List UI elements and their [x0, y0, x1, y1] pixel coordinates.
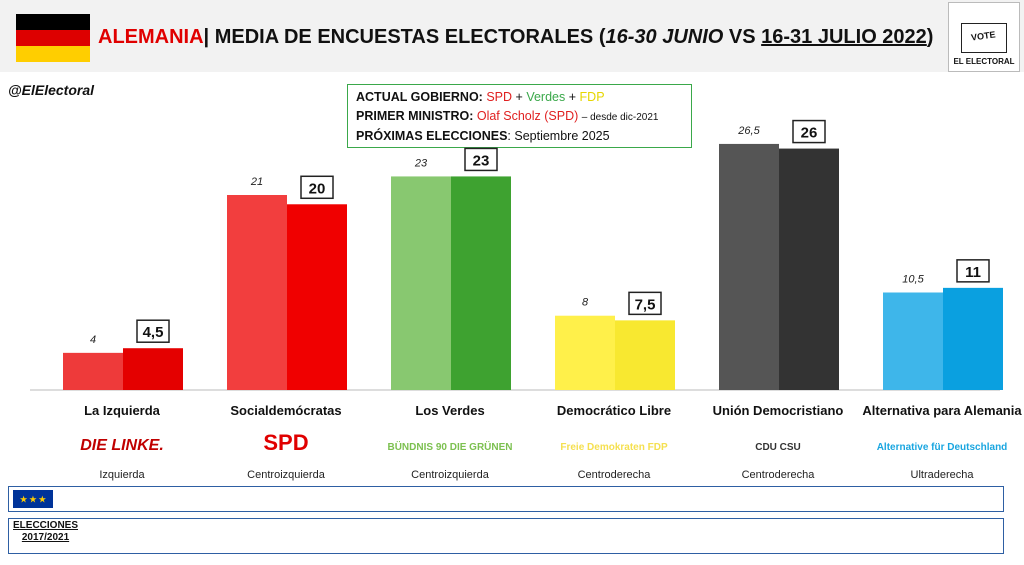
- gov-party-verdes: Verdes: [526, 90, 566, 104]
- eu-groups-row: ★ ★ ★: [8, 486, 1004, 512]
- bar-label-curr-1: 20: [309, 180, 326, 197]
- bar-label-curr-5: 11: [965, 264, 981, 281]
- logo-brand-text: EL ELECTORAL: [953, 57, 1015, 66]
- orientation-label-3: Centroderecha: [578, 469, 652, 481]
- ballot-box-icon: [961, 23, 1007, 53]
- government-info-box: ACTUAL GOBIERNO: SPD + Verdes + FDP PRIM…: [347, 84, 692, 148]
- title-close: ): [926, 26, 934, 48]
- bar-curr-1: [287, 204, 347, 390]
- category-label-4: Unión Democristiano: [713, 403, 844, 418]
- bar-curr-2: [451, 176, 511, 390]
- pm-since: – desde dic-2021: [581, 112, 659, 123]
- bar-label-curr-2: 23: [473, 152, 490, 169]
- elections-row: ELECCIONES 2017/2021: [8, 518, 1004, 554]
- elections-label-1: ELECCIONES: [13, 520, 79, 531]
- title-separator: |: [203, 26, 210, 48]
- bar-curr-3: [615, 320, 675, 390]
- next-election-label: PRÓXIMAS ELECCIONES: [356, 129, 508, 143]
- party-logo-3: Freie Demokraten FDP: [560, 442, 668, 453]
- party-logo-1: SPD: [263, 430, 308, 455]
- gov-party-fdp: FDP: [579, 90, 605, 104]
- bar-prev-5: [883, 292, 943, 390]
- elections-label-2: 2017/2021: [21, 532, 70, 543]
- bar-label-curr-3: 7,5: [635, 296, 656, 313]
- bar-prev-0: [63, 352, 123, 390]
- category-label-0: La Izquierda: [84, 403, 161, 418]
- bar-label-prev-3: 8: [582, 297, 589, 309]
- bar-label-box-3: [628, 291, 662, 316]
- bar-prev-1: [227, 195, 287, 390]
- bar-label-box-2: [464, 147, 498, 172]
- next-election-line: PRÓXIMAS ELECCIONES: Septiembre 2025: [356, 127, 683, 146]
- country-name: ALEMANIA: [98, 26, 204, 48]
- orientation-label-1: Centroizquierda: [247, 469, 326, 481]
- eu-flag-icon: ★ ★ ★: [13, 490, 53, 508]
- category-label-1: Socialdemócratas: [230, 403, 341, 418]
- category-label-3: Democrático Libre: [557, 403, 671, 418]
- bar-label-prev-2: 23: [414, 157, 428, 169]
- elections-label: ELECCIONES 2017/2021: [13, 520, 78, 544]
- twitter-handle: @ElElectoral: [8, 82, 95, 98]
- bar-curr-4: [779, 148, 839, 390]
- bar-prev-3: [555, 315, 615, 390]
- bar-prev-2: [391, 176, 451, 390]
- orientation-label-5: Ultraderecha: [911, 469, 975, 481]
- header: ALEMANIA| MEDIA DE ENCUESTAS ELECTORALES…: [0, 0, 1024, 72]
- bar-label-curr-4: 26: [801, 125, 818, 142]
- title-main: MEDIA DE ENCUESTAS ELECTORALES (: [214, 26, 606, 48]
- bar-label-box-1: [300, 175, 334, 200]
- bar-label-curr-0: 4,5: [143, 324, 164, 341]
- page-title: ALEMANIA| MEDIA DE ENCUESTAS ELECTORALES…: [98, 26, 933, 49]
- orientation-label-2: Centroizquierda: [411, 469, 490, 481]
- title-vs: VS: [723, 26, 762, 48]
- category-label-2: Los Verdes: [415, 403, 484, 418]
- gov-plus-2: +: [568, 90, 577, 104]
- bar-label-box-4: [792, 119, 826, 144]
- bar-curr-0: [123, 348, 183, 390]
- gov-party-spd: SPD: [486, 90, 513, 104]
- gov-plus-1: +: [515, 90, 523, 104]
- germany-flag-icon: [16, 14, 90, 62]
- party-logo-2: BÜNDNIS 90 DIE GRÜNEN: [387, 440, 512, 453]
- pm-name: Olaf Scholz (SPD): [476, 109, 579, 123]
- orientation-label-0: Izquierda: [99, 469, 145, 481]
- title-period-2: 16-31 JULIO 2022: [761, 26, 927, 48]
- party-logo-4: CDU CSU: [755, 442, 801, 453]
- bar-label-box-5: [956, 259, 990, 283]
- bar-label-prev-4: 26,5: [737, 125, 760, 137]
- bar-curr-5: [943, 287, 1003, 390]
- pm-label: PRIMER MINISTRO:: [356, 109, 474, 123]
- gov-line: ACTUAL GOBIERNO: SPD + Verdes + FDP: [356, 88, 683, 107]
- title-period-1: 16-30 JUNIO: [605, 26, 724, 48]
- next-election-value: : Septiembre 2025: [507, 129, 610, 143]
- bar-label-prev-1: 21: [250, 176, 263, 188]
- party-logo-0: DIE LINKE.: [80, 437, 164, 454]
- bar-prev-4: [719, 143, 779, 390]
- orientation-label-4: Centroderecha: [742, 469, 816, 481]
- bar-label-prev-5: 10,5: [902, 274, 924, 286]
- el-electoral-logo: VOTE EL ELECTORAL: [948, 2, 1020, 72]
- bar-label-box-0: [136, 319, 170, 343]
- pm-line: PRIMER MINISTRO: Olaf Scholz (SPD) – des…: [356, 107, 683, 127]
- bar-label-prev-0: 4: [90, 334, 96, 346]
- category-label-5: Alternativa para Alemania: [862, 403, 1022, 418]
- party-logo-5: Alternative für Deutschland: [877, 442, 1008, 453]
- gov-label: ACTUAL GOBIERNO:: [356, 90, 483, 104]
